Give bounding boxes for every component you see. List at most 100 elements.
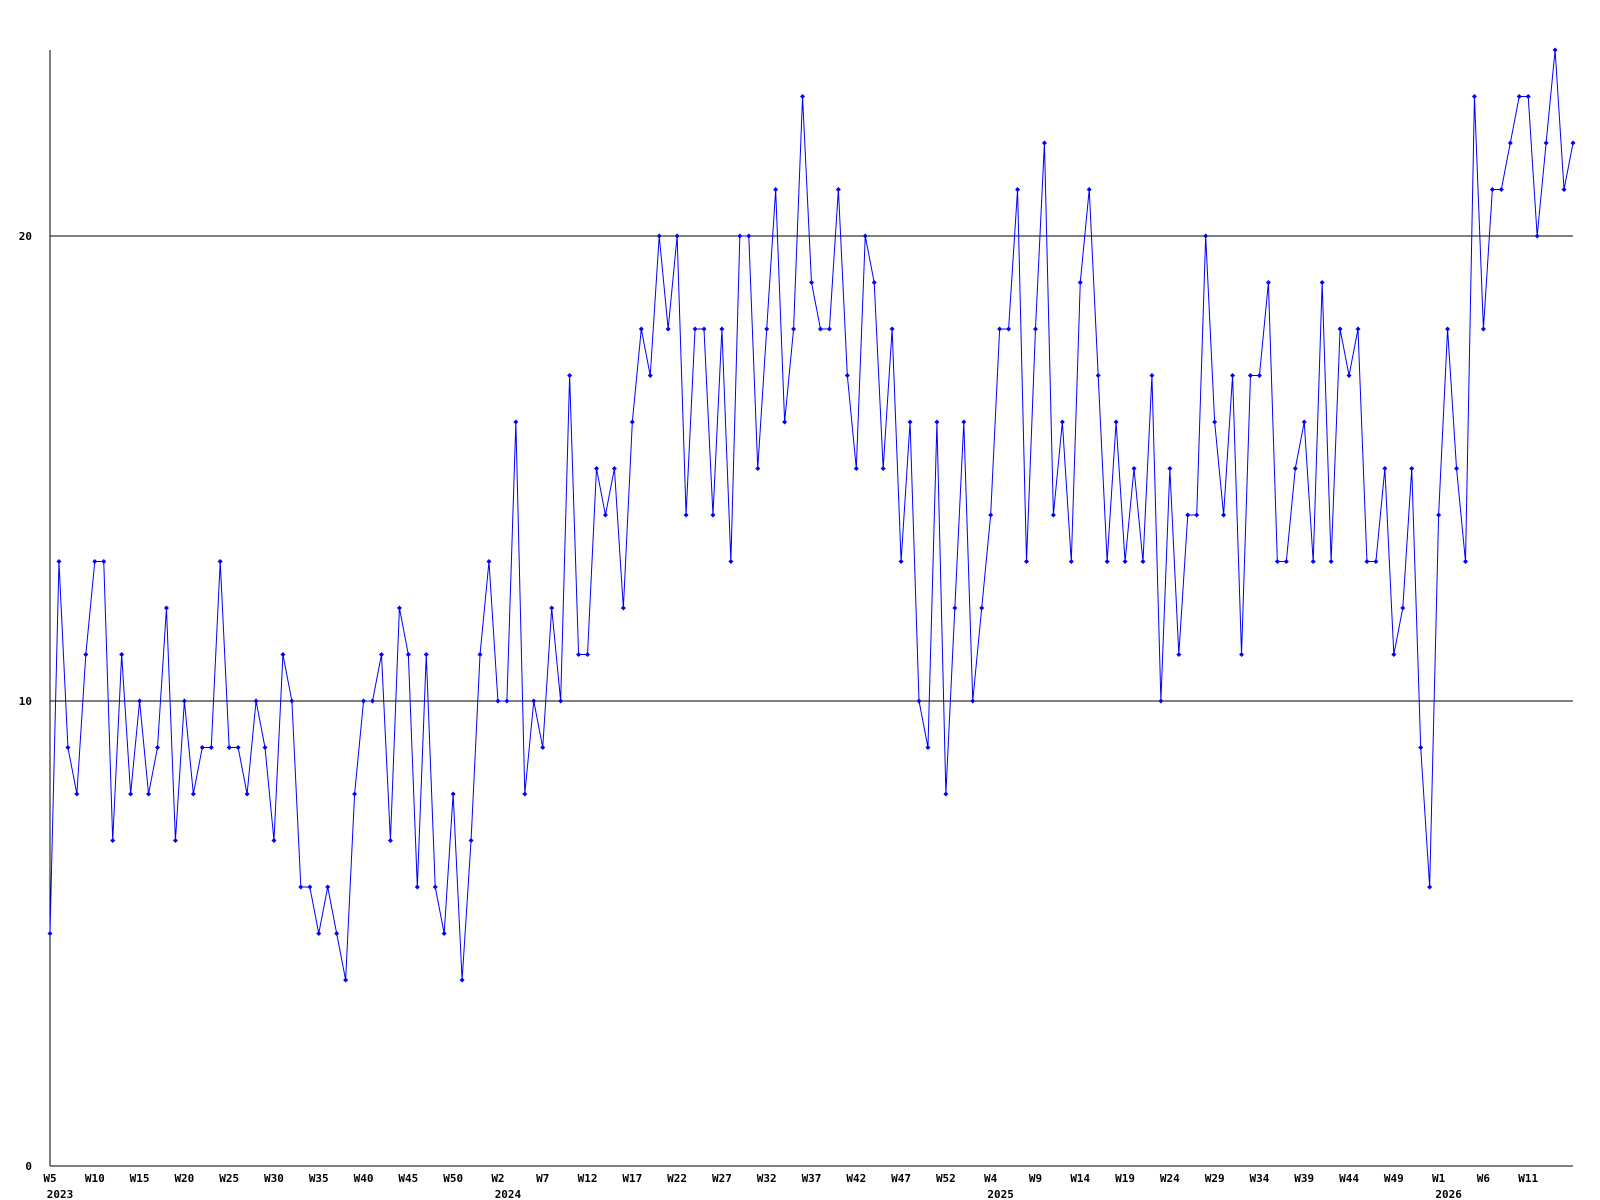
data-point [1454, 466, 1460, 471]
data-point [1230, 373, 1236, 378]
data-point [1265, 280, 1271, 285]
data-point [567, 373, 573, 378]
data-point [423, 652, 429, 657]
x-tick-label: W35 [309, 1172, 329, 1185]
data-point [997, 326, 1003, 332]
data-point [701, 326, 707, 332]
x-tick-label: W2 [491, 1172, 504, 1185]
data-point [1077, 280, 1083, 285]
data-point [1507, 140, 1513, 146]
data-point [817, 326, 823, 332]
data-point [343, 977, 349, 983]
data-point [549, 605, 555, 611]
data-point [773, 187, 779, 192]
data-point [1221, 512, 1227, 518]
data-point [486, 559, 492, 564]
data-point [1355, 326, 1361, 332]
data-point [898, 559, 904, 564]
data-point [92, 559, 98, 564]
data-point [844, 373, 850, 378]
data-point [280, 652, 286, 657]
x-tick-label: W17 [622, 1172, 642, 1185]
data-point [387, 838, 393, 843]
data-line [49, 49, 1574, 981]
y-tick-label: 0 [25, 1160, 32, 1173]
data-point [1068, 559, 1074, 564]
data-point [800, 94, 806, 99]
data-point [235, 745, 241, 750]
x-tick-label: W39 [1294, 1172, 1314, 1185]
data-point [674, 233, 680, 239]
data-point [226, 745, 232, 750]
x-year-label: 2025 [987, 1188, 1014, 1200]
x-tick-label: W6 [1477, 1172, 1491, 1185]
x-tick-label: W7 [536, 1172, 549, 1185]
data-point [620, 605, 626, 611]
data-point [137, 698, 143, 704]
x-tick-label: W29 [1205, 1172, 1225, 1185]
data-point [1337, 326, 1343, 332]
data-point [1274, 559, 1280, 564]
data-point [450, 791, 456, 797]
data-point [1032, 326, 1038, 332]
x-tick-label: W40 [354, 1172, 374, 1185]
data-point [1373, 559, 1379, 564]
data-point [979, 605, 985, 611]
data-point [316, 931, 322, 936]
data-point [988, 512, 994, 518]
x-tick-label: W25 [219, 1172, 239, 1185]
data-point [83, 652, 89, 657]
data-point [576, 652, 582, 657]
data-point [862, 233, 868, 239]
data-point [352, 791, 358, 797]
x-tick-label: W32 [757, 1172, 777, 1185]
data-point [244, 791, 250, 797]
data-point [1436, 512, 1442, 518]
data-point [889, 326, 895, 332]
data-point [163, 605, 169, 611]
data-point [1364, 559, 1370, 564]
x-tick-label: W52 [936, 1172, 956, 1185]
data-point [826, 326, 832, 332]
x-year-label: 2024 [495, 1188, 522, 1200]
y-tick-label: 10 [19, 695, 32, 708]
x-tick-label: W42 [846, 1172, 866, 1185]
data-point [1391, 652, 1397, 657]
data-point [1185, 512, 1191, 518]
data-point [970, 698, 976, 704]
data-point [764, 326, 770, 332]
x-tick-label: W47 [891, 1172, 911, 1185]
data-point [262, 745, 268, 750]
data-point [74, 791, 80, 797]
x-tick-label: W37 [802, 1172, 822, 1185]
data-point [217, 559, 223, 564]
x-tick-label: W15 [130, 1172, 150, 1185]
data-point [1570, 140, 1576, 146]
data-point [414, 884, 420, 890]
data-point [1167, 466, 1173, 471]
x-tick-label: W4 [984, 1172, 998, 1185]
data-point [110, 838, 116, 843]
data-point [1489, 187, 1495, 192]
data-point [1310, 559, 1316, 564]
data-point [907, 419, 913, 425]
data-point [1400, 605, 1406, 611]
data-point [146, 791, 152, 797]
data-point [1149, 373, 1155, 378]
data-point [1194, 512, 1200, 518]
data-point [378, 652, 384, 657]
data-point [737, 233, 743, 239]
data-point [1212, 419, 1218, 425]
data-point [1480, 326, 1486, 332]
data-point [47, 931, 53, 936]
data-point [334, 931, 340, 936]
data-point [190, 791, 196, 797]
data-point [1471, 94, 1477, 99]
data-point [1247, 373, 1253, 378]
data-point [1409, 466, 1415, 471]
x-tick-label: W5 [43, 1172, 56, 1185]
data-point [1346, 373, 1352, 378]
x-tick-label: W14 [1070, 1172, 1090, 1185]
data-point [1024, 559, 1030, 564]
